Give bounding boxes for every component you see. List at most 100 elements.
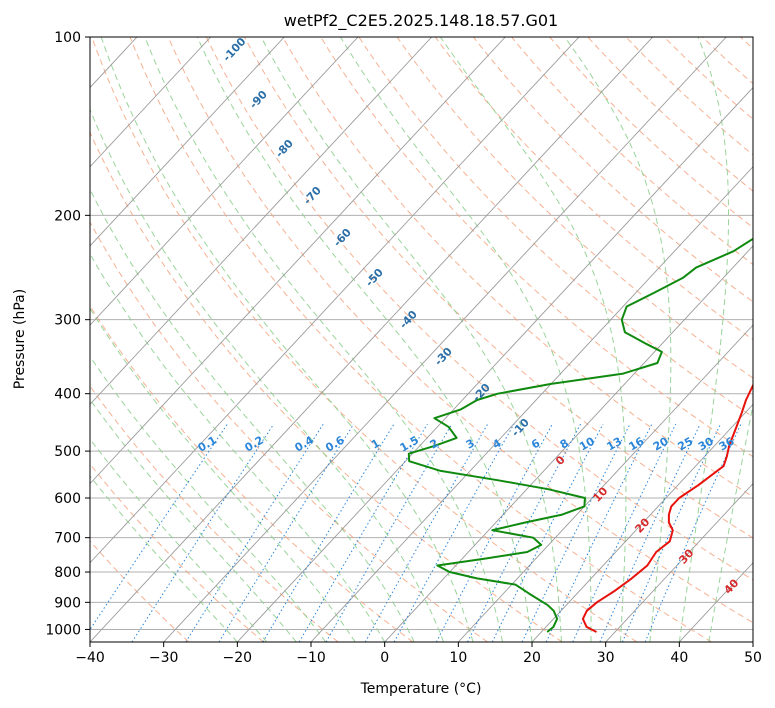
isotherm-line bbox=[90, 37, 580, 564]
mixing-ratio-line bbox=[364, 423, 489, 642]
temperature-line bbox=[581, 383, 753, 633]
moist-adiabat-line bbox=[90, 252, 386, 642]
isotherm-label: -30 bbox=[432, 345, 455, 369]
isotherm-line bbox=[90, 37, 359, 326]
isotherm-line bbox=[90, 37, 654, 642]
y-axis-label: Pressure (hPa) bbox=[12, 289, 28, 389]
mixing-ratio-line bbox=[545, 423, 653, 642]
y-tick-label: 500 bbox=[54, 444, 81, 460]
mixing-ratio-label: 4 bbox=[490, 436, 503, 451]
isotherm-line bbox=[90, 37, 433, 406]
mixing-ratio-line bbox=[467, 423, 582, 642]
isotherm-line bbox=[90, 37, 212, 168]
moist-adiabat-line bbox=[90, 108, 445, 642]
dry-adiabat-line bbox=[511, 37, 753, 266]
mixing-ratio-label: 6 bbox=[529, 436, 542, 451]
isotherm-line bbox=[752, 641, 753, 642]
mixing-ratio-label: 3 bbox=[464, 437, 477, 452]
mixing-ratio-line bbox=[491, 423, 604, 642]
x-tick-label: 10 bbox=[449, 650, 467, 666]
moist-adiabat-line bbox=[439, 37, 627, 642]
isotherm-label: -40 bbox=[397, 308, 420, 332]
isotherm-line bbox=[310, 166, 753, 642]
moist-adiabat-line bbox=[260, 37, 562, 642]
isotherm-label: 30 bbox=[676, 546, 696, 566]
isotherm-label: 0 bbox=[553, 453, 568, 468]
x-tick-label: 30 bbox=[597, 650, 615, 666]
dry-adiabat-line bbox=[129, 37, 712, 642]
moist-adiabat-line bbox=[708, 402, 753, 642]
isotherm-line bbox=[384, 245, 753, 642]
y-tick-label: 800 bbox=[54, 565, 81, 581]
dry-adiabat-line bbox=[396, 37, 753, 379]
x-tick-label: 50 bbox=[744, 650, 762, 666]
dry-adiabat-line bbox=[282, 37, 753, 498]
isotherm-line bbox=[457, 324, 753, 642]
isotherm-label: -50 bbox=[363, 266, 386, 290]
x-tick-label: 0 bbox=[380, 650, 389, 666]
x-axis-label: Temperature (°C) bbox=[360, 681, 482, 697]
isotherm-line bbox=[531, 403, 753, 642]
mixing-ratio-line bbox=[644, 423, 742, 642]
mixing-ratio-line bbox=[298, 423, 428, 642]
y-tick-label: 900 bbox=[54, 595, 81, 611]
isotherm-line bbox=[0, 37, 63, 642]
y-tick-label: 300 bbox=[54, 313, 81, 329]
isotherm-label: -60 bbox=[331, 226, 354, 250]
moist-adiabat-line bbox=[564, 37, 672, 642]
chart-title: wetPf2_C2E5.2025.148.18.57.G01 bbox=[284, 11, 558, 31]
mixing-ratio-line bbox=[131, 423, 275, 642]
dry-adiabat-line bbox=[91, 37, 638, 642]
y-tick-label: 200 bbox=[54, 208, 81, 224]
mixing-ratio-line bbox=[218, 423, 355, 642]
dry-adiabat-line bbox=[90, 305, 414, 642]
isotherm-line bbox=[163, 37, 727, 642]
dry-adiabat-line bbox=[663, 37, 753, 120]
isotherm-line bbox=[605, 482, 753, 642]
dry-adiabat-line bbox=[90, 131, 563, 642]
dewpoint-line bbox=[407, 237, 753, 633]
moist-adiabat-line bbox=[90, 307, 356, 642]
dry-adiabat-line bbox=[244, 37, 753, 539]
x-tick-label: −40 bbox=[75, 650, 105, 666]
moist-adiabat-line bbox=[90, 355, 327, 642]
mixing-ratio-line bbox=[599, 423, 701, 642]
mixing-ratio-line bbox=[262, 423, 395, 642]
moist-adiabat-line bbox=[340, 37, 592, 642]
mixing-ratio-line bbox=[521, 423, 631, 642]
mixing-ratio-line bbox=[90, 423, 228, 631]
dry-adiabat-line bbox=[740, 37, 753, 50]
moist-adiabat-line bbox=[678, 37, 729, 642]
isotherm-line bbox=[678, 562, 753, 642]
moist-adiabat-line bbox=[100, 37, 474, 642]
mixing-ratio-line bbox=[325, 423, 453, 642]
mixing-ratio-line bbox=[435, 423, 553, 642]
x-tick-label: −10 bbox=[296, 650, 326, 666]
dry-adiabat-line bbox=[701, 37, 753, 85]
isotherm-label: -100 bbox=[220, 35, 249, 64]
y-tick-label: 600 bbox=[54, 491, 81, 507]
moist-adiabat-line bbox=[90, 398, 297, 642]
mixing-ratio-line bbox=[621, 423, 721, 642]
y-tick-label: 1000 bbox=[45, 622, 81, 638]
mixing-ratio-line bbox=[185, 423, 324, 642]
isotherm-label: -80 bbox=[273, 137, 296, 161]
isotherm-line bbox=[236, 86, 753, 642]
mixing-ratio-line bbox=[393, 423, 515, 642]
dry-adiabat-line bbox=[320, 37, 753, 458]
isotherm-line bbox=[90, 37, 285, 247]
isotherm-label: 20 bbox=[632, 515, 652, 535]
x-tick-label: 20 bbox=[523, 650, 541, 666]
dry-adiabat-line bbox=[90, 221, 488, 642]
plot-frame bbox=[89, 36, 754, 643]
plot-area: -100-90-80-70-60-50-40-30-20-10010203040… bbox=[0, 35, 753, 642]
isotherm-label: 10 bbox=[590, 484, 610, 504]
dry-adiabat-line bbox=[473, 37, 753, 303]
moist-adiabat-line bbox=[196, 37, 533, 642]
y-tick-label: 100 bbox=[54, 30, 81, 46]
y-tick-label: 400 bbox=[54, 387, 81, 403]
axes: −40 −30 −20 −10 0 10 20 30 40 5010020030040050060… bbox=[45, 30, 762, 666]
y-tick-label: 700 bbox=[54, 531, 81, 547]
isotherm-label: -10 bbox=[509, 416, 532, 440]
